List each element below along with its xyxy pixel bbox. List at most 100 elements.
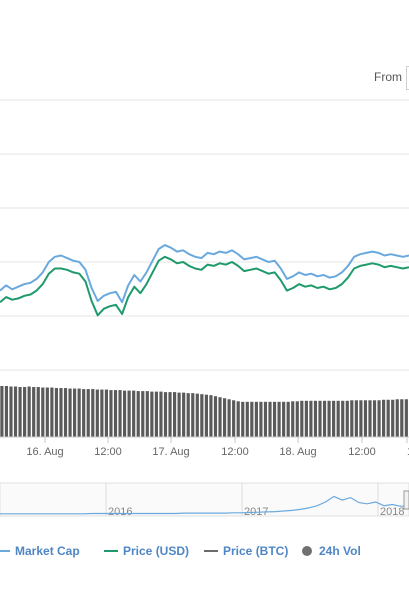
- volume-bar: [77, 388, 81, 437]
- volume-bar: [32, 387, 36, 437]
- volume-bar: [218, 397, 222, 437]
- legend-label-market-cap: Market Cap: [15, 544, 80, 558]
- volume-bar: [300, 400, 304, 437]
- volume-bar: [91, 389, 95, 437]
- volume-bar: [232, 400, 236, 437]
- legend-label-price-usd: Price (USD): [123, 544, 190, 558]
- volume-bar: [395, 399, 399, 437]
- volume-bar: [68, 388, 72, 437]
- legend-item-price-btc[interactable]: Price (BTC): [204, 544, 288, 558]
- volume-bar: [245, 401, 249, 437]
- navigator-handle: [403, 490, 409, 510]
- volume-bar: [159, 391, 163, 437]
- volume-bar: [204, 394, 208, 437]
- volume-bar: [241, 401, 245, 437]
- volume-bar: [254, 401, 258, 437]
- volume-bar: [163, 392, 168, 437]
- volume-bar: [41, 387, 45, 437]
- volume-bar: [59, 388, 63, 437]
- volume-bar: [186, 393, 190, 437]
- volume-bar: [227, 399, 231, 437]
- volume-bar: [309, 400, 313, 437]
- volume-bar: [168, 392, 172, 437]
- volume-bar: [23, 387, 27, 437]
- volume-bar: [177, 392, 181, 437]
- x-tick-label: 16. Aug: [26, 446, 63, 458]
- volume-bar: [95, 389, 99, 437]
- volume-bar: [104, 389, 108, 437]
- x-tick-label: 12:00: [221, 446, 249, 458]
- x-tick-label: 12:00: [348, 446, 376, 458]
- volume-bar: [4, 386, 9, 437]
- market-cap-line: [0, 244, 409, 304]
- volume-bar: [141, 391, 145, 437]
- volume-bar: [282, 401, 286, 437]
- volume-bar: [145, 391, 149, 437]
- volume-bar: [73, 388, 77, 437]
- volume-bar: [391, 399, 395, 437]
- volume-bar: [100, 389, 104, 437]
- volume-bar: [350, 400, 354, 437]
- legend-item-price-usd[interactable]: Price (USD): [104, 544, 189, 558]
- volume-bar: [327, 400, 331, 437]
- volume-bar: [50, 387, 54, 437]
- x-tick-label: 17. Aug: [152, 446, 189, 458]
- volume-bar: [368, 400, 372, 437]
- x-tick-label: 1: [407, 446, 409, 458]
- volume-bar: [127, 390, 131, 437]
- volume-bar: [113, 390, 118, 437]
- volume-bar: [345, 400, 349, 437]
- volume-bar: [172, 392, 177, 437]
- volume-bar: [295, 401, 299, 437]
- volume-bar: [236, 401, 240, 437]
- volume-bar: [318, 400, 322, 437]
- volume-bar: [109, 390, 113, 437]
- from-label: From: [374, 70, 402, 84]
- volume-bar: [0, 386, 4, 437]
- volume-bar: [291, 401, 295, 437]
- volume-bar: [382, 399, 386, 437]
- volume-bar: [132, 390, 136, 437]
- price-usd-line: [0, 255, 409, 317]
- volume-bar: [13, 386, 18, 437]
- volume-bar: [341, 400, 345, 437]
- volume-bar: [86, 389, 90, 437]
- volume-bar: [277, 401, 281, 437]
- volume-bar: [123, 390, 127, 437]
- volume-bar: [259, 401, 263, 437]
- legend-item-market-cap[interactable]: Market Cap: [0, 544, 80, 558]
- volume-bar: [377, 400, 381, 437]
- volume-bar: [322, 400, 327, 437]
- volume-bar: [182, 392, 186, 437]
- volume-bar: [154, 391, 158, 437]
- volume-bar: [222, 398, 227, 437]
- volume-bar: [286, 401, 290, 437]
- volume-bar: [200, 394, 204, 437]
- volume-bar: [363, 400, 368, 437]
- volume-bar: [191, 393, 195, 437]
- volume-bar: [213, 396, 218, 437]
- navigator-year-label: 2018: [380, 506, 404, 518]
- volume-dot-icon: [302, 546, 312, 556]
- volume-bar: [9, 386, 13, 437]
- volume-bar: [263, 401, 268, 437]
- legend-label-24h-vol: 24h Vol: [319, 544, 361, 558]
- x-tick-label: 12:00: [94, 446, 122, 458]
- volume-bar: [63, 388, 68, 437]
- volume-bar: [195, 393, 199, 437]
- volume-bar: [359, 400, 363, 437]
- volume-bar: [54, 388, 59, 437]
- legend-item-24h-vol[interactable]: 24h Vol: [302, 544, 361, 558]
- volume-bar: [386, 399, 390, 437]
- from-date-input[interactable]: [406, 66, 409, 90]
- volume-bar: [336, 400, 340, 437]
- navigator-line: [0, 495, 409, 515]
- volume-bar: [18, 387, 22, 437]
- volume-bar: [313, 400, 318, 437]
- market-cap-swatch: [0, 550, 10, 552]
- volume-bar: [136, 391, 140, 437]
- price-usd-swatch: [104, 550, 118, 552]
- volume-bar: [404, 399, 408, 437]
- volume-bar: [304, 400, 308, 437]
- price-btc-swatch: [204, 550, 218, 552]
